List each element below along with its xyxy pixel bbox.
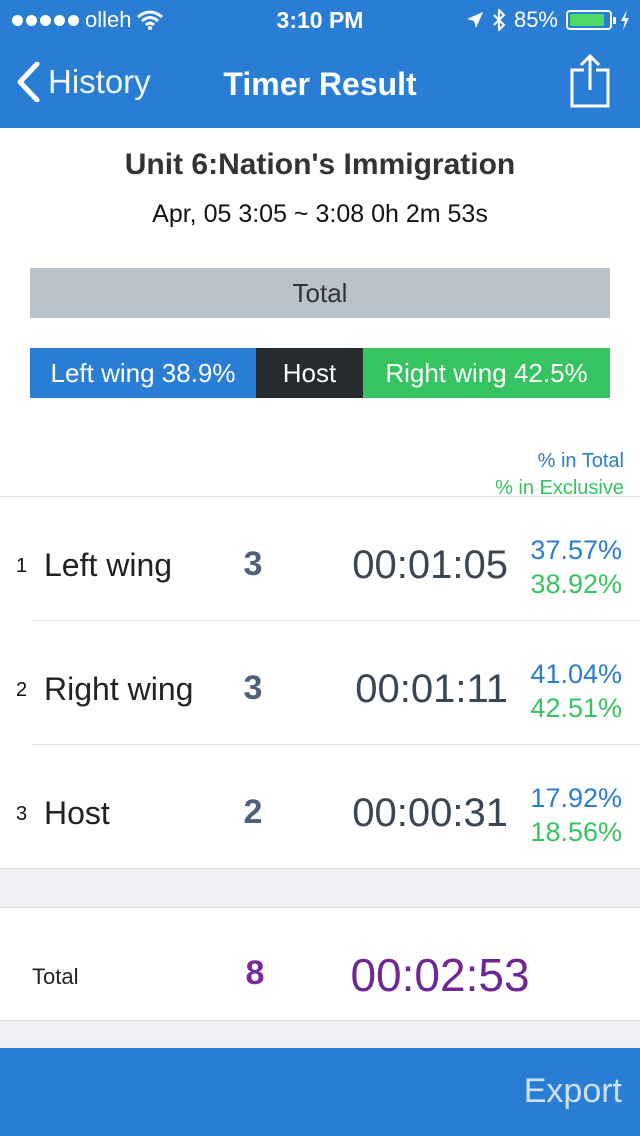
battery-icon [566,10,616,30]
row-divider [32,620,640,621]
total-label: Total [32,964,79,989]
session-time-range: Apr, 05 3:05 ~ 3:08 0h 2m 53s [152,200,488,228]
speak-duration: 00:01:05 [352,543,508,587]
location-arrow-icon [466,12,483,28]
speak-count: 2 [243,793,263,831]
speak-count: 3 [243,669,263,707]
percent-in-exclusive: 18.56% [530,817,622,847]
row-divider [32,744,640,745]
percent-in-exclusive: 42.51% [530,693,622,723]
percent-legend: % in Total % in Exclusive [495,448,624,502]
carrier-name: olleh [85,7,132,32]
status-bar: olleh 3:10 PM 85% [0,0,640,40]
total-duration: 00:02:53 [350,949,530,1001]
right-wing-segment-label: Right wing 42.5% [385,357,588,388]
row-index: 1 [16,555,28,577]
status-right: 85% [466,7,630,33]
speaker-share-bar: Left wing 38.9% Host Right wing 42.5% [30,348,610,398]
host-segment: Host [256,348,363,398]
percent-in-total: 17.92% [530,783,622,813]
back-button[interactable]: History [16,62,151,102]
speak-duration: 00:00:31 [352,791,508,835]
percent-in-total: 37.57% [530,535,622,565]
section-spacer [0,1020,640,1048]
list-item[interactable]: 3 Host 2 00:00:31 17.92% 18.56% [0,745,640,869]
speaker-name: Right wing [44,671,194,707]
session-title: Unit 6:Nation's Immigration [124,148,516,181]
wifi-icon [137,10,164,30]
navigation-header: olleh 3:10 PM 85% [0,0,640,128]
percentages: 17.92% 18.56% [530,781,622,849]
total-summary-row: Total 8 00:02:53 [0,908,640,1020]
chevron-left-icon [17,62,40,102]
list-item[interactable]: 2 Right wing 3 00:01:11 41.04% 42.51% [0,621,640,745]
host-segment-label: Host [282,357,337,388]
battery-percent: 85% [513,7,558,32]
total-bar-label: Total [292,277,348,308]
bluetooth-icon [493,9,506,31]
row-index: 2 [16,679,28,701]
share-icon [570,53,610,108]
right-wing-segment: Right wing 42.5% [363,348,610,398]
percent-in-total: 41.04% [530,659,622,689]
list-item[interactable]: 1 Left wing 3 00:01:05 37.57% 38.92% [0,497,640,621]
back-button-label: History [48,63,151,100]
bottom-toolbar: Export [0,1048,640,1136]
row-index: 3 [16,803,28,825]
page-title-wrap: Timer Result [0,66,640,103]
export-button[interactable]: Export [523,1072,622,1110]
percentages: 37.57% 38.92% [530,533,622,601]
speak-duration: 00:01:11 [355,667,508,711]
legend-total: % in Total [537,450,624,472]
carrier-info: olleh [12,7,164,33]
speaker-list: 1 Left wing 3 00:01:05 37.57% 38.92% 2 R… [0,496,640,869]
speaker-name: Left wing [44,547,173,583]
percent-in-exclusive: 38.92% [530,569,622,599]
status-time: 3:10 PM [276,7,364,33]
page-title: Timer Result [223,66,417,102]
section-spacer [0,868,640,908]
percentages: 41.04% 42.51% [530,657,622,725]
left-wing-segment-label: Left wing 38.9% [50,357,236,388]
signal-strength-icon [12,14,79,26]
total-bar: Total [30,268,610,318]
speak-count: 3 [243,545,263,583]
left-wing-segment: Left wing 38.9% [30,348,256,398]
share-button[interactable] [570,53,610,113]
total-count: 8 [245,954,265,992]
legend-exclusive: % in Exclusive [495,477,624,499]
speaker-name: Host [44,795,110,831]
charging-icon [621,10,629,30]
